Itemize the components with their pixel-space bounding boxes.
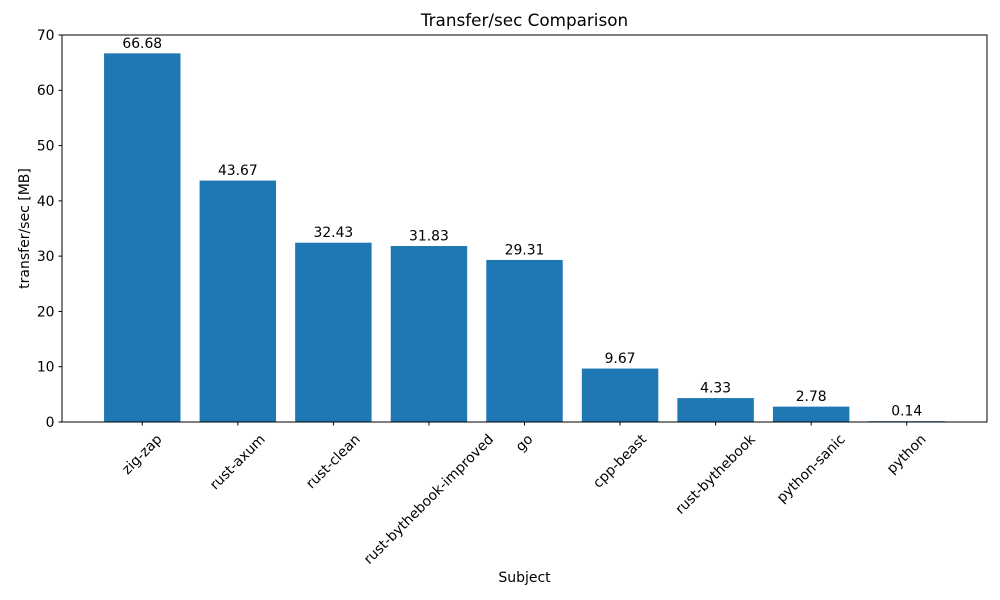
bar-rust-bythebook <box>677 398 754 422</box>
bar-value-label: 29.31 <box>505 242 545 258</box>
bar-cpp-beast <box>581 368 659 422</box>
bar-value-label: 0.14 <box>891 404 922 420</box>
y-tick-label: 50 <box>37 138 55 154</box>
x-tick-label-zig-zap: zig-zap <box>119 431 166 478</box>
bar-rust-clean <box>295 242 372 422</box>
x-tick-label-python-sanic: python-sanic <box>774 432 849 507</box>
bar-go <box>486 259 563 422</box>
bar-value-label: 32.43 <box>313 225 353 241</box>
y-axis-label: transfer/sec [MB] <box>17 168 33 289</box>
axes-border <box>61 34 988 423</box>
x-tick-label-rust-clean: rust-clean <box>303 432 364 493</box>
y-tick-label: 30 <box>37 249 55 265</box>
x-tick-label-python: python <box>884 432 930 478</box>
x-tick-label-rust-bythebook: rust-bythebook <box>673 432 759 518</box>
y-tick-label: 0 <box>46 415 55 431</box>
plot-area: 66.68 43.67 32.43 31.83 29.31 9.67 4.33 2.78 0.1… <box>37 28 988 568</box>
bar-rust-axum <box>199 180 277 422</box>
y-tick-label: 10 <box>37 360 55 376</box>
chart-title: Transfer/sec Comparison <box>420 10 628 30</box>
y-tick-label: 40 <box>37 194 55 210</box>
bar-value-label: 4.33 <box>700 381 731 397</box>
bar-value-label: 9.67 <box>605 351 636 367</box>
bar-rust-bythebook-improved <box>390 246 468 422</box>
y-tick-label: 20 <box>37 304 55 320</box>
x-axis-label: Subject <box>498 570 551 586</box>
x-tick-label-cpp-beast: cpp-beast <box>590 431 650 491</box>
x-tick-label-rust-axum: rust-axum <box>207 432 269 494</box>
x-tick-label-rust-bythebook-improved: rust-bythebook-improved <box>361 432 497 568</box>
y-tick-label: 70 <box>37 28 55 44</box>
bar-value-label: 66.68 <box>122 36 162 52</box>
bar-value-label: 43.67 <box>218 163 258 179</box>
bar-python-sanic <box>772 406 850 422</box>
bar-value-label: 31.83 <box>409 229 449 245</box>
x-tick-label-go: go <box>513 432 537 456</box>
bar-zig-zap <box>104 53 181 422</box>
y-tick-label: 60 <box>37 83 55 99</box>
bar-value-label: 2.78 <box>796 389 827 405</box>
